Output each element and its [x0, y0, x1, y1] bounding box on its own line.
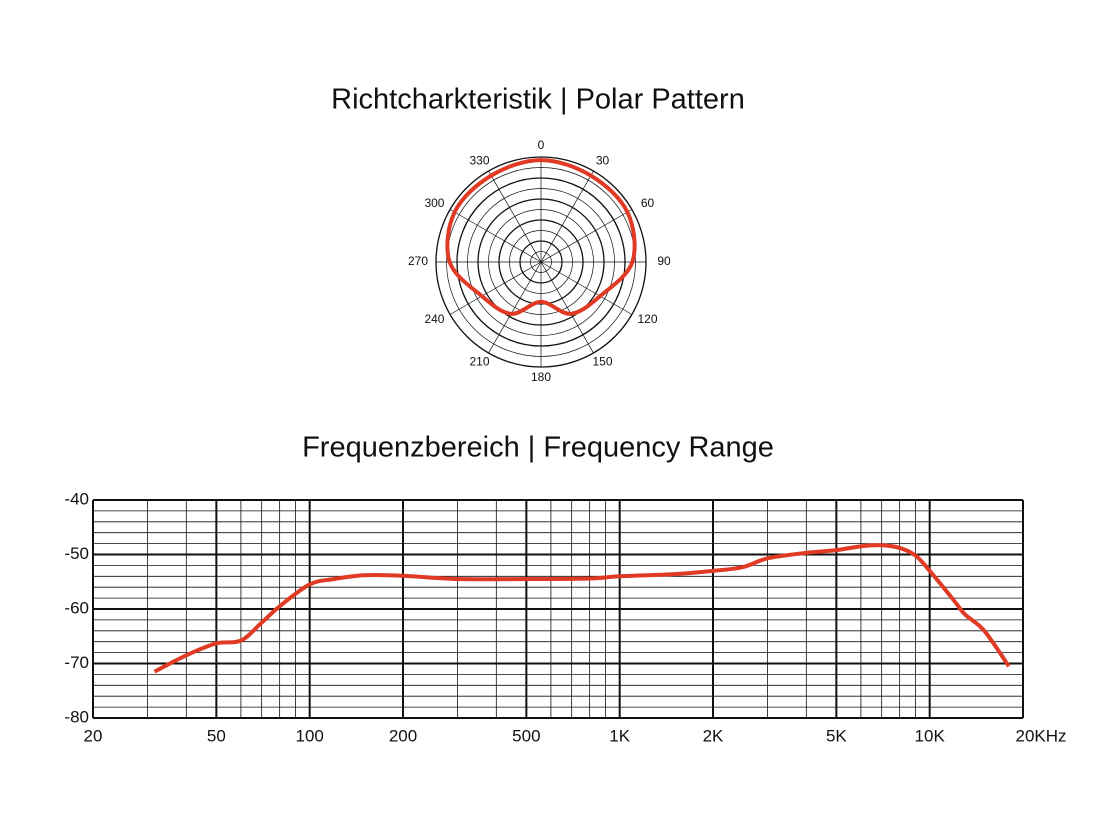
spoke	[540, 261, 633, 315]
x-tick-label: 200	[389, 726, 417, 745]
angle-label: 240	[424, 312, 444, 326]
y-tick-label: -80	[64, 707, 89, 726]
x-tick-label: 20	[84, 726, 103, 745]
x-tick-label: 5K	[826, 726, 847, 745]
x-tick-label: 20KHz	[1015, 726, 1066, 745]
spoke	[449, 261, 542, 315]
x-tick-label: 100	[295, 726, 323, 745]
x-tick-label: 50	[207, 726, 226, 745]
x-tick-label: 500	[512, 726, 540, 745]
angle-label: 60	[641, 196, 655, 210]
y-tick-label: -70	[64, 653, 89, 672]
spoke	[540, 261, 594, 354]
spoke	[540, 170, 594, 263]
frequency-title: Frequenzbereich | Frequency Range	[302, 432, 774, 464]
spoke	[540, 209, 633, 263]
x-tick-label: 10K	[915, 726, 946, 745]
y-tick-label: -60	[64, 598, 89, 617]
spoke	[488, 261, 542, 354]
spoke	[449, 209, 542, 263]
angle-label: 330	[469, 154, 489, 168]
angle-label: 30	[596, 154, 610, 168]
angle-label: 180	[531, 370, 551, 384]
frequency-curve	[153, 543, 1011, 674]
polar-title: Richtcharkteristik | Polar Pattern	[331, 84, 745, 116]
angle-label: 210	[469, 355, 489, 369]
x-tick-label: 2K	[703, 726, 724, 745]
y-tick-label: -50	[64, 544, 89, 563]
angle-label: 120	[638, 312, 658, 326]
angle-label: 0	[538, 138, 545, 152]
angle-label: 150	[592, 355, 612, 369]
spoke	[488, 170, 542, 263]
angle-label: 270	[408, 254, 428, 268]
y-tick-label: -40	[64, 489, 89, 508]
angle-label: 90	[657, 254, 671, 268]
polar-curve	[445, 158, 637, 316]
x-tick-label: 1K	[609, 726, 630, 745]
angle-label: 300	[424, 196, 444, 210]
